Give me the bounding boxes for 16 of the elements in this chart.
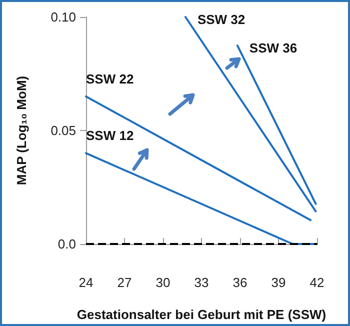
y-tick-label: 0.10: [50, 10, 76, 24]
x-tick-label: 27: [117, 275, 132, 290]
series-label: SSW 32: [197, 12, 246, 27]
series-label: SSW 12: [86, 128, 134, 144]
x-tick-label: 30: [156, 275, 170, 290]
series-label: SSW 36: [249, 40, 298, 56]
y-tick-label: 0.05: [50, 123, 76, 138]
x-tick-label: 36: [232, 275, 248, 290]
series-label: SSW 22: [86, 71, 134, 86]
x-tick-label: 39: [271, 275, 286, 290]
y-axis-title: MAP (Log₁₀ MoM): [14, 76, 29, 186]
x-tick-label: 42: [310, 275, 324, 290]
x-tick-label: 33: [194, 275, 209, 290]
x-tick-label: 24: [78, 275, 94, 290]
x-axis-title: Gestationsalter bei Geburt mit PE (SSW): [76, 307, 326, 322]
y-tick-label: 0.0: [58, 236, 76, 252]
